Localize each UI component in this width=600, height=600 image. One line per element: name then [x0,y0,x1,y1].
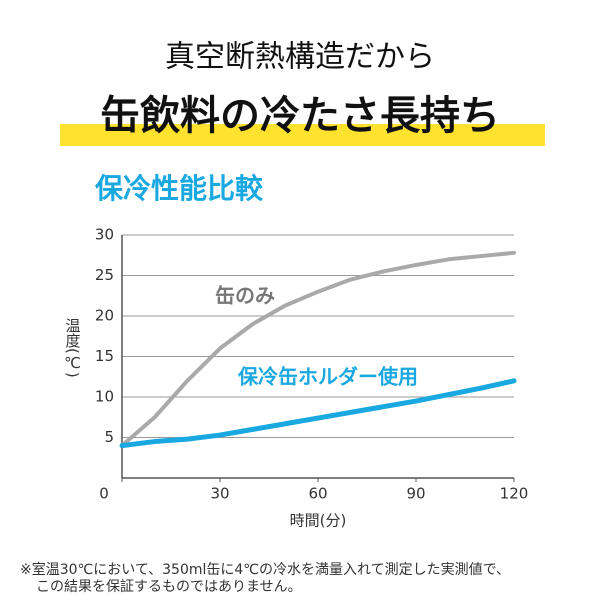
x-axis-label: 時間(分) [290,512,347,530]
x-tick-label: 30 [210,485,229,503]
highlight [60,124,545,146]
y-tick-label: 25 [95,266,114,284]
y-axis-label: 温度(℃) [64,318,82,378]
header-line2: 缶飲料の冷たさ長持ち [100,93,500,139]
header-line1: 真空断熱構造だから [165,40,435,75]
x-tick-label: 60 [308,485,327,503]
x-tick-label: 120 [500,485,529,503]
footnote: ※室温30℃において、350ml缶に4℃の冷水を満量入れて測定した実測値で、 [20,561,510,578]
y-tick-label: 30 [95,226,114,244]
y-tick-label: 10 [95,388,114,406]
footnote: この結果を保証するものではありません。 [36,579,302,595]
chart-title: 保冷性能比較 [95,172,264,205]
y-tick-label: 15 [95,347,114,365]
y-tick-label: 20 [95,307,114,325]
series-label: 缶のみ [215,284,275,308]
y-tick-label: 5 [104,428,114,446]
series-label: 保冷缶ホルダー使用 [237,365,418,389]
x-tick-label: 90 [406,485,425,503]
line [119,378,517,449]
x-tick-label: 0 [99,485,109,503]
line [120,250,516,448]
